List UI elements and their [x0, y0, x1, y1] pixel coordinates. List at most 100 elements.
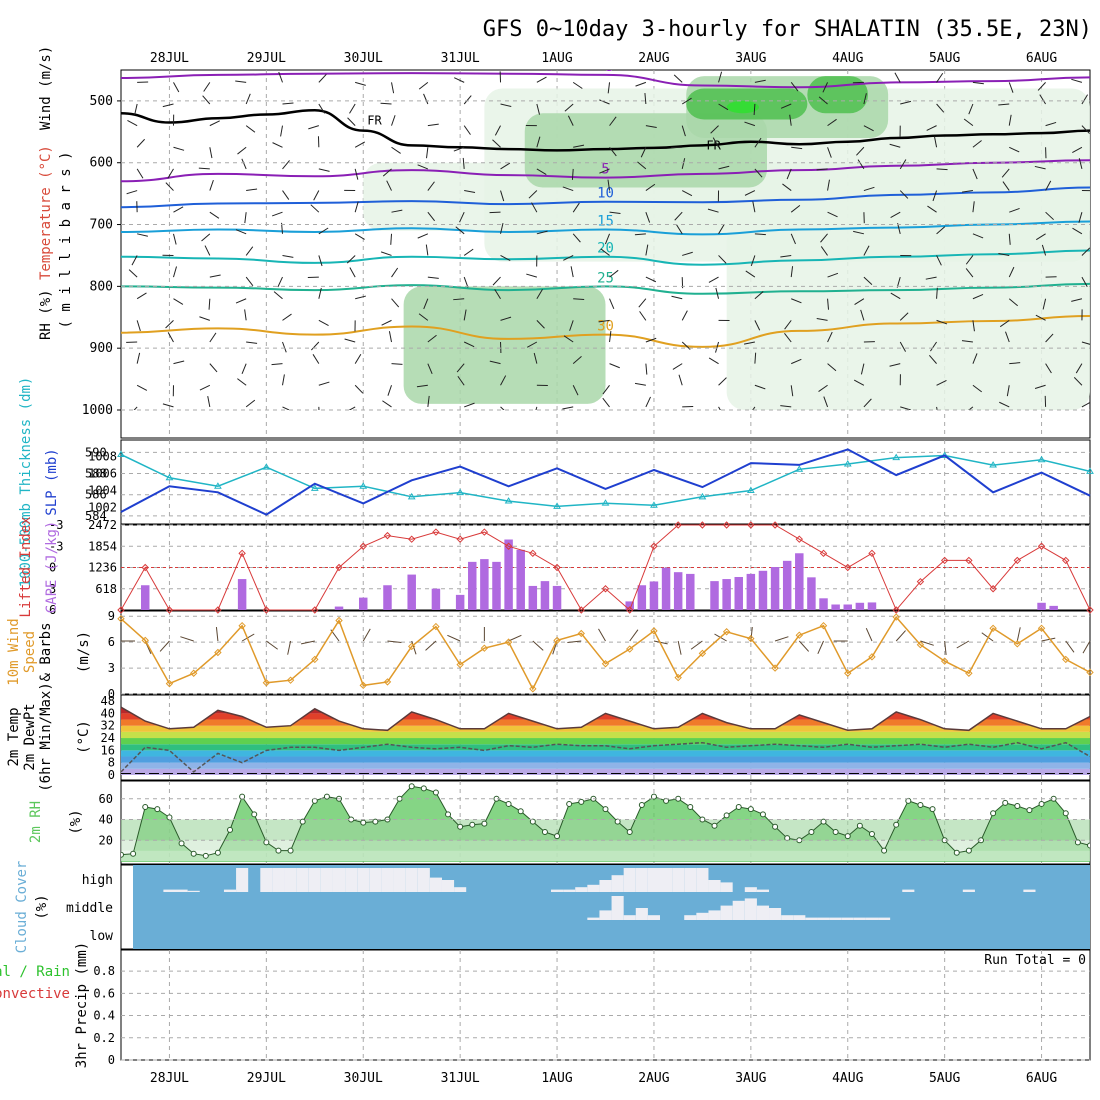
wind-barb — [932, 190, 938, 202]
rh2m-point — [420, 785, 427, 792]
rh2m-point — [1014, 803, 1021, 810]
rh2m-point — [457, 823, 464, 830]
precip-total-rain-label: Total / Rain — [0, 964, 70, 980]
pressure-tick-label: 1000 — [82, 403, 113, 418]
wind-barb — [355, 81, 366, 86]
rh2m-point — [445, 811, 452, 818]
lifted-index-point — [722, 521, 731, 529]
thickness-point — [504, 497, 513, 504]
wind-barb — [936, 103, 945, 113]
wind-barb — [718, 165, 730, 170]
lifted-index-tick-label: 6 — [49, 603, 56, 617]
wind-barb — [391, 363, 403, 365]
rh2m-point — [541, 828, 548, 835]
bottom-date-31JUL: 31JUL — [441, 1071, 480, 1086]
wind-barb — [1041, 244, 1047, 256]
wind-barb — [899, 190, 909, 199]
wind-barb — [857, 159, 865, 170]
wind10m-barb — [1082, 640, 1091, 654]
isotherm-5 — [121, 159, 1090, 183]
rh2m-point — [759, 811, 766, 818]
cape-bar — [468, 561, 477, 610]
cloud-middle-cell — [781, 915, 794, 920]
top-date-5AUG: 5AUG — [929, 51, 960, 66]
top-date-2AUG: 2AUG — [638, 51, 669, 66]
wind-barb — [526, 341, 538, 348]
wind-barb — [925, 276, 937, 280]
isotherm-label-10: 10 — [597, 186, 614, 202]
cloud-high-cell — [405, 868, 418, 892]
wind-barb — [563, 335, 574, 343]
freezing-level-line — [121, 108, 1090, 152]
wind-barb — [526, 273, 538, 278]
rh2m-point — [408, 783, 415, 790]
rh2m-point — [990, 810, 997, 817]
cape-bar — [383, 585, 392, 610]
wind-barb — [208, 298, 211, 310]
wind-barb — [972, 81, 984, 85]
precip-mm-ylabel-line: 3hr Precip (mm) — [74, 942, 90, 1068]
cape-bar — [710, 581, 719, 610]
wind-barb — [271, 211, 283, 217]
cape-bar — [673, 572, 683, 610]
wind-barb — [790, 82, 799, 92]
rh2m-point — [723, 812, 730, 819]
wind-barb — [1034, 165, 1046, 170]
bottom-date-30JUL: 30JUL — [344, 1071, 383, 1086]
cloud-high-cell — [320, 868, 333, 892]
wind-barb — [282, 313, 292, 321]
wind-barb — [282, 341, 287, 353]
wind10m-barb — [817, 640, 824, 654]
wind-barb — [245, 125, 256, 133]
wind-barb — [1073, 377, 1083, 386]
wind-barb — [536, 168, 547, 176]
rh2m-point — [121, 851, 124, 858]
wind-barb — [681, 158, 686, 170]
cape-bar — [734, 576, 743, 610]
wind10m-barb — [301, 640, 315, 645]
wind-barb — [453, 298, 465, 301]
cloud-high-cell — [902, 889, 915, 892]
isotherm-label-5: 5 — [601, 162, 609, 178]
isotherm-label-30: 30 — [597, 319, 614, 335]
wind-barb — [743, 341, 755, 345]
wind-barb — [1001, 168, 1010, 178]
wind-barb — [235, 298, 247, 304]
wind-barb — [718, 377, 727, 386]
wind-barb — [273, 291, 283, 300]
wind-barb — [203, 82, 211, 92]
wind10m-barb — [956, 640, 970, 649]
wind-barb — [427, 395, 430, 407]
wind-barb — [936, 72, 944, 83]
wind-barb — [354, 141, 366, 148]
rh-plot — [121, 783, 1090, 862]
cloud-middle-cell — [829, 917, 842, 920]
wind-barb — [562, 186, 574, 192]
wind-barb — [198, 167, 210, 170]
wind-speed-point — [819, 621, 828, 630]
wind-barb — [602, 384, 610, 395]
rh2m-point — [1062, 810, 1069, 817]
wind-barb — [1009, 146, 1020, 153]
wind-barb — [199, 316, 210, 321]
wind-barb — [609, 331, 612, 343]
thickness-point — [698, 492, 707, 500]
lifted-index-point — [916, 577, 925, 586]
rh2m-point — [953, 849, 960, 856]
wind-speed-point — [141, 636, 149, 645]
lifted-index-point — [868, 549, 876, 558]
lifted-index-point — [940, 556, 949, 565]
thickness-point — [310, 484, 319, 491]
wind-barb — [1037, 82, 1046, 91]
wind-barb — [894, 72, 901, 83]
cloud-high-cell — [672, 868, 685, 892]
wind-barb — [999, 319, 1010, 328]
wind-barb — [308, 125, 319, 130]
cloud-high-cell — [175, 889, 188, 892]
pressure-tick-label: 500 — [90, 94, 113, 109]
wind-barb — [318, 73, 327, 83]
rh-shading-region — [726, 100, 759, 114]
wind-barb — [968, 103, 974, 115]
wind10m-barb — [920, 640, 934, 646]
wind-barb — [645, 276, 657, 283]
